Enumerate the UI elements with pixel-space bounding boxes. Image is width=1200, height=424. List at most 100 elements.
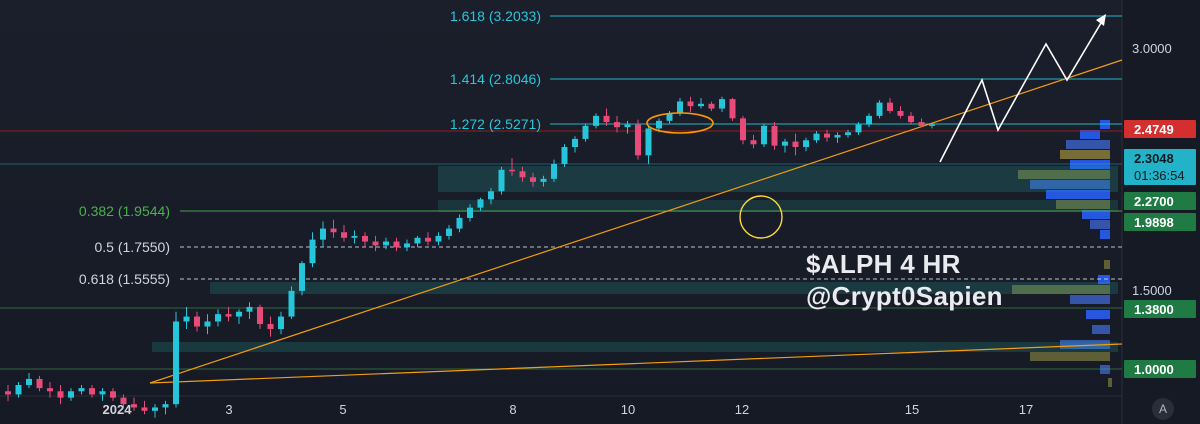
trendline-shallow [149, 343, 1123, 384]
candle-body [320, 228, 326, 240]
candle-body [173, 321, 179, 405]
candle-body [876, 102, 883, 116]
candle-body [47, 388, 53, 392]
candle-body [477, 199, 484, 208]
candle-body [593, 115, 599, 126]
candle-body [236, 311, 242, 317]
candle-body [918, 122, 925, 126]
candle-body [120, 397, 127, 405]
fib-level-label: 0.5 (1.7550) [95, 239, 171, 255]
fib-levels: 1.618 (3.2033) 1.414 (2.8046) 1.272 (2.527… [79, 8, 1122, 287]
price-badge [1124, 192, 1196, 210]
fib-level-label: 0.382 (1.9544) [79, 203, 170, 219]
candle-body [131, 404, 137, 408]
candle-body [362, 235, 368, 242]
candle-body [624, 124, 631, 128]
candle-body [309, 239, 316, 264]
candle-body [740, 118, 746, 141]
fib-level-label: 1.414 (2.8046) [450, 71, 541, 87]
candle-body [152, 407, 158, 411]
candle-body [498, 169, 505, 192]
x-tick-label: 2024 [103, 402, 133, 417]
fib-level-label: 1.272 (2.5271) [450, 116, 541, 132]
candle-body [645, 128, 652, 156]
candle-body [603, 115, 610, 123]
candle-body [551, 163, 557, 179]
candle-body [572, 138, 578, 148]
candle-body [519, 171, 526, 178]
volume-profile-bar [1086, 310, 1110, 319]
price-badge [1124, 300, 1196, 318]
price-badge-label: 2.2700 [1134, 194, 1174, 209]
candle-body [561, 147, 568, 164]
candle-body [467, 207, 473, 218]
candle-body [5, 391, 11, 395]
top-highlight-ellipse [646, 112, 714, 134]
candle-body [299, 263, 305, 291]
candle-body [204, 321, 211, 327]
candle-body [908, 115, 914, 123]
candle-body [15, 385, 22, 395]
candle-body [824, 133, 830, 138]
candle-body [855, 124, 862, 133]
volume-profile-bar [1080, 130, 1100, 139]
candle-body [257, 306, 263, 324]
candle-body [803, 140, 809, 148]
support-zone [438, 166, 1118, 192]
tradingview-logo-icon[interactable]: A [1152, 398, 1174, 420]
candle-body [761, 125, 767, 145]
price-badge [1124, 120, 1196, 138]
candle-body [225, 314, 232, 317]
volume-profile-bar [1030, 180, 1110, 189]
candle-body [456, 217, 463, 229]
candle-body [687, 101, 694, 107]
support-zone [210, 282, 1118, 294]
price-badge-label: 2.4749 [1134, 122, 1174, 137]
price-badge-label: 1.9898 [1134, 215, 1174, 230]
x-tick-label: 15 [905, 402, 919, 417]
x-tick-label: 10 [621, 402, 635, 417]
candle-body [614, 122, 620, 128]
candle-body [666, 113, 673, 121]
candle-body [351, 235, 358, 238]
projected-path [939, 17, 1105, 163]
candle-body [26, 378, 32, 386]
candle-body [677, 101, 683, 114]
volume-profile-bar [1060, 150, 1110, 159]
candle-body [488, 191, 494, 200]
y-tick-label: 1.5000 [1132, 283, 1172, 298]
candles [5, 96, 935, 418]
projected-path-arrow [1096, 14, 1106, 26]
x-tick-label: 3 [225, 402, 232, 417]
candle-body [582, 125, 589, 139]
candle-body [36, 378, 43, 389]
price-axis-panel [1122, 0, 1200, 424]
candle-body [813, 133, 820, 141]
candle-body [404, 243, 410, 248]
candle-body [57, 391, 64, 398]
candle-body [89, 388, 95, 395]
candle-body [215, 314, 221, 322]
candle-body [110, 391, 116, 398]
candle-body [435, 235, 442, 242]
x-tick-label: 17 [1019, 402, 1033, 417]
candle-body [792, 141, 799, 148]
volume-profile-bar [1018, 170, 1110, 179]
volume-profile-bar [1046, 190, 1110, 199]
price-badge [1124, 149, 1196, 185]
fib-level-label: 0.618 (1.5555) [79, 271, 170, 287]
volume-profile-bar [1108, 378, 1112, 387]
candle-body [698, 103, 704, 107]
price-badge-label: 1.3800 [1134, 302, 1174, 317]
candle-body [393, 241, 400, 248]
volume-profile-bar [1092, 325, 1110, 334]
candle-body [897, 110, 904, 116]
dip-highlight-circle [739, 195, 783, 239]
y-tick-label: 3.0000 [1132, 41, 1172, 56]
volume-profile-bar [1104, 260, 1110, 269]
volume-profile-bar [1056, 200, 1110, 209]
x-tick-label: 12 [735, 402, 749, 417]
price-badge-label: 1.0000 [1134, 362, 1174, 377]
